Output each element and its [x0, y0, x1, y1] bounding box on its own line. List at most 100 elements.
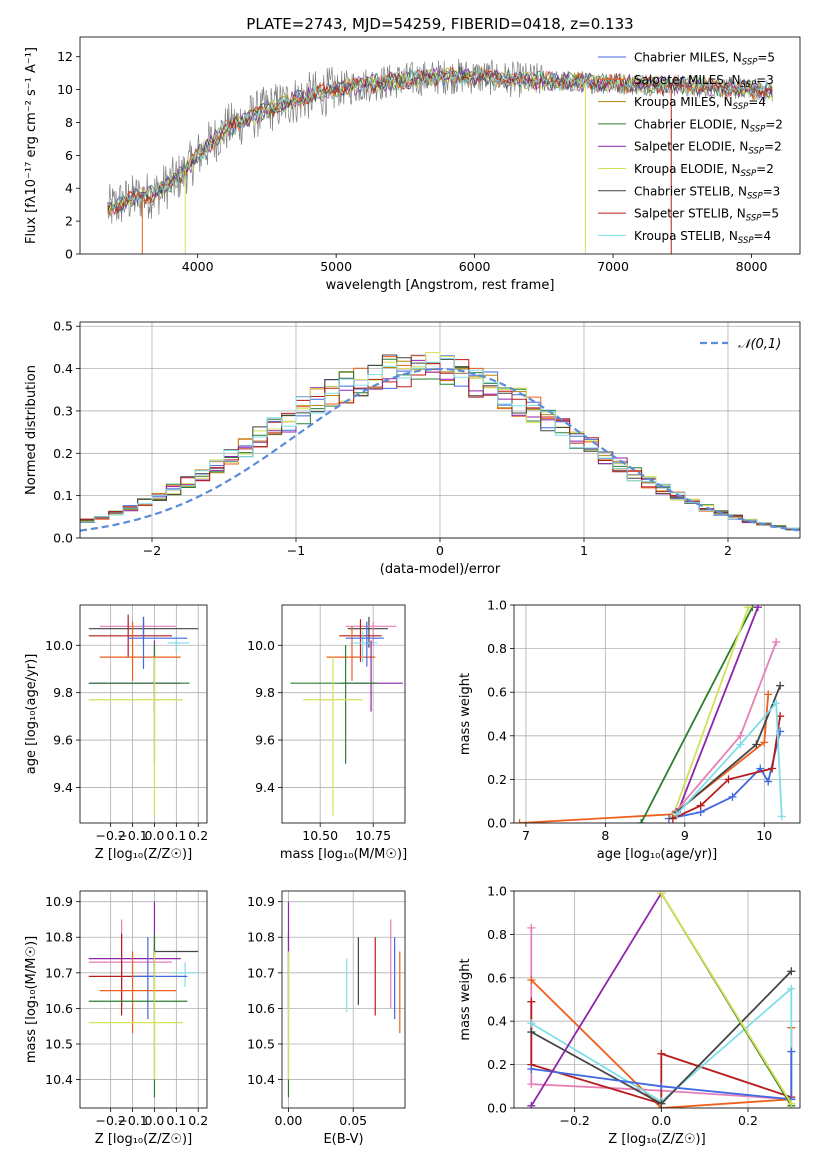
- y-tick-label: 0.1: [53, 488, 73, 503]
- errorbar-point: [303, 657, 363, 816]
- y-tick-label: 0: [65, 247, 73, 262]
- y-tick-label: 0.6: [487, 685, 507, 700]
- y-axis-label: age [log₁₀(age/yr)]: [24, 654, 39, 775]
- errorbar-point: [88, 951, 183, 1080]
- legend-label: Kroupa ELODIE, NSSP=2: [634, 162, 774, 179]
- mass-weight-marker: [657, 891, 666, 898]
- x-tick-label: −0.2: [95, 1113, 125, 1128]
- mass-weight-line: [519, 694, 770, 823]
- mass-weight-marker: [668, 814, 677, 823]
- y-tick-label: 9.6: [53, 733, 73, 748]
- mass-weight-marker: [728, 792, 737, 801]
- legend-label: Salpeter MILES, NSSP=3: [634, 73, 774, 90]
- spectrum-frame: [79, 36, 801, 255]
- y-tick-label: 4: [65, 181, 73, 196]
- x-axis-label: E(B-V): [323, 1132, 363, 1147]
- mass-weight-line: [640, 606, 754, 823]
- errorbar-point: [99, 951, 177, 1034]
- y-tick-label: 10.8: [45, 930, 73, 945]
- age-vs-Z-plot-area: [88, 614, 199, 816]
- mass-weight-line: [531, 1051, 793, 1101]
- x-tick-label: 0.1: [166, 1113, 186, 1128]
- y-tick-label: 0.4: [487, 1014, 507, 1029]
- x-axis-label: mass [log₁₀(M/M☉)]: [280, 847, 407, 862]
- legend-label: Salpeter ELODIE, NSSP=2: [634, 140, 782, 157]
- errorbar-point: [88, 614, 172, 658]
- mass-vs-Z-panel: −0.2−0.10.0 0.1 0.2 10.4 10.5 10.6 10.7 10.8 10.…: [24, 890, 208, 1147]
- x-tick-label: 10: [756, 828, 772, 843]
- x-tick-label: 0.1: [166, 828, 186, 843]
- spectrum-plot-area: [107, 59, 773, 254]
- weight-vs-Z-frame: [513, 890, 801, 1109]
- weight-vs-age-frame: [513, 604, 801, 824]
- age-vs-mass-panel: 10.50 10.75 9.4 9.6 9.8 10.0 mass [log₁₀(M/M☉)…: [247, 604, 407, 862]
- x-tick-label: 6000: [459, 259, 491, 274]
- mass-weight-marker: [777, 812, 786, 821]
- y-tick-label: 10: [57, 82, 73, 97]
- figure-title: PLATE=2743, MJD=54259, FIBERID=0418, z=0…: [246, 15, 633, 33]
- y-tick-label: 10.6: [45, 1001, 73, 1016]
- mass-weight-line: [676, 700, 783, 817]
- x-axis-label: Z [log₁₀(Z/Z☉)]: [95, 847, 192, 862]
- mass-weight-marker: [657, 1082, 666, 1091]
- mass-weight-marker: [760, 738, 769, 747]
- weight-vs-age-panel: 7 8 9 10 0.0 0.2 0.4 0.6 0.8 1.0 age [log₁₀(age/yr…: [458, 598, 801, 862]
- y-axis-label: Normed distribution: [24, 365, 39, 495]
- mass-weight-marker: [527, 923, 536, 932]
- mass-weight-marker: [637, 819, 646, 823]
- mass-weight-marker: [527, 997, 536, 1006]
- y-tick-label: 0.5: [53, 319, 73, 334]
- x-tick-label: 2: [724, 543, 732, 558]
- errorbar-point: [88, 645, 190, 764]
- x-axis-label: wavelength [Angstrom, rest frame]: [326, 278, 555, 293]
- weight-vs-Z-panel: −0.2 0.0 0.2 0.0 0.2 0.4 0.6 0.8 1.0 Z [log₁₀(Z/Z…: [458, 884, 801, 1147]
- spectrum-panel: 4000 5000 6000 7000 8000 0 2 4 6 8 10 12 wavelength …: [24, 36, 801, 293]
- x-tick-label: −2: [143, 543, 161, 558]
- legend-label: 𝒩(0,1): [738, 337, 781, 352]
- y-tick-label: 12: [57, 49, 73, 64]
- x-axis-label: age [log₁₀(age/yr)]: [597, 847, 718, 862]
- x-tick-label: 0.0: [145, 1113, 165, 1128]
- errorbar-point: [349, 631, 378, 662]
- x-tick-label: 0.0: [651, 1113, 671, 1128]
- x-tick-label: 8: [601, 828, 609, 843]
- y-tick-label: 10.8: [247, 930, 275, 945]
- mass-weight-marker: [527, 1019, 536, 1028]
- mass-weight-marker: [744, 605, 753, 612]
- mass-weight-marker: [764, 777, 773, 786]
- x-tick-label: 9: [681, 828, 689, 843]
- x-tick-label: −0.1: [117, 1113, 147, 1128]
- y-tick-label: 2: [65, 214, 73, 229]
- model-spectrum-line: [107, 69, 773, 217]
- y-tick-label: 9.6: [255, 733, 275, 748]
- mass-weight-marker: [527, 1028, 536, 1037]
- mass-weight-marker: [787, 1099, 796, 1108]
- y-tick-label: 10.6: [247, 1001, 275, 1016]
- mass-weight-line: [676, 606, 759, 815]
- x-tick-label: 0.0: [145, 828, 165, 843]
- mass-vs-Z-plot-area: [88, 901, 199, 1098]
- mass-vs-EBV-plot-area: [287, 901, 401, 1098]
- x-tick-label: 5000: [320, 259, 352, 274]
- errorbar-point: [88, 919, 172, 1009]
- mass-vs-EBV-panel: 0.00 0.05 10.4 10.5 10.6 10.7 10.8 10.9 E(B-V): [247, 890, 406, 1147]
- mass-weight-marker: [776, 681, 785, 690]
- mass-weight-marker: [527, 975, 536, 984]
- errorbar-point: [345, 621, 397, 646]
- y-axis-label: mass weight: [458, 958, 473, 1040]
- mass-weight-marker: [527, 1064, 536, 1073]
- model-spectrum-line: [107, 66, 773, 215]
- mass-weight-marker: [657, 1099, 666, 1108]
- y-tick-label: 9.8: [53, 685, 73, 700]
- mass-weight-line: [668, 731, 781, 820]
- model-spectrum-line: [107, 67, 773, 217]
- errorbar-point: [99, 621, 181, 681]
- y-tick-label: 0.0: [487, 816, 507, 831]
- mass-vs-Z-frame: [79, 890, 208, 1109]
- y-tick-label: 9.4: [53, 780, 73, 795]
- mass-weight-line: [672, 606, 750, 817]
- mass-weight-marker: [696, 801, 705, 810]
- residuals-frame: [79, 321, 801, 539]
- x-tick-label: 10.75: [355, 828, 391, 843]
- age-vs-mass-plot-area: [290, 616, 403, 816]
